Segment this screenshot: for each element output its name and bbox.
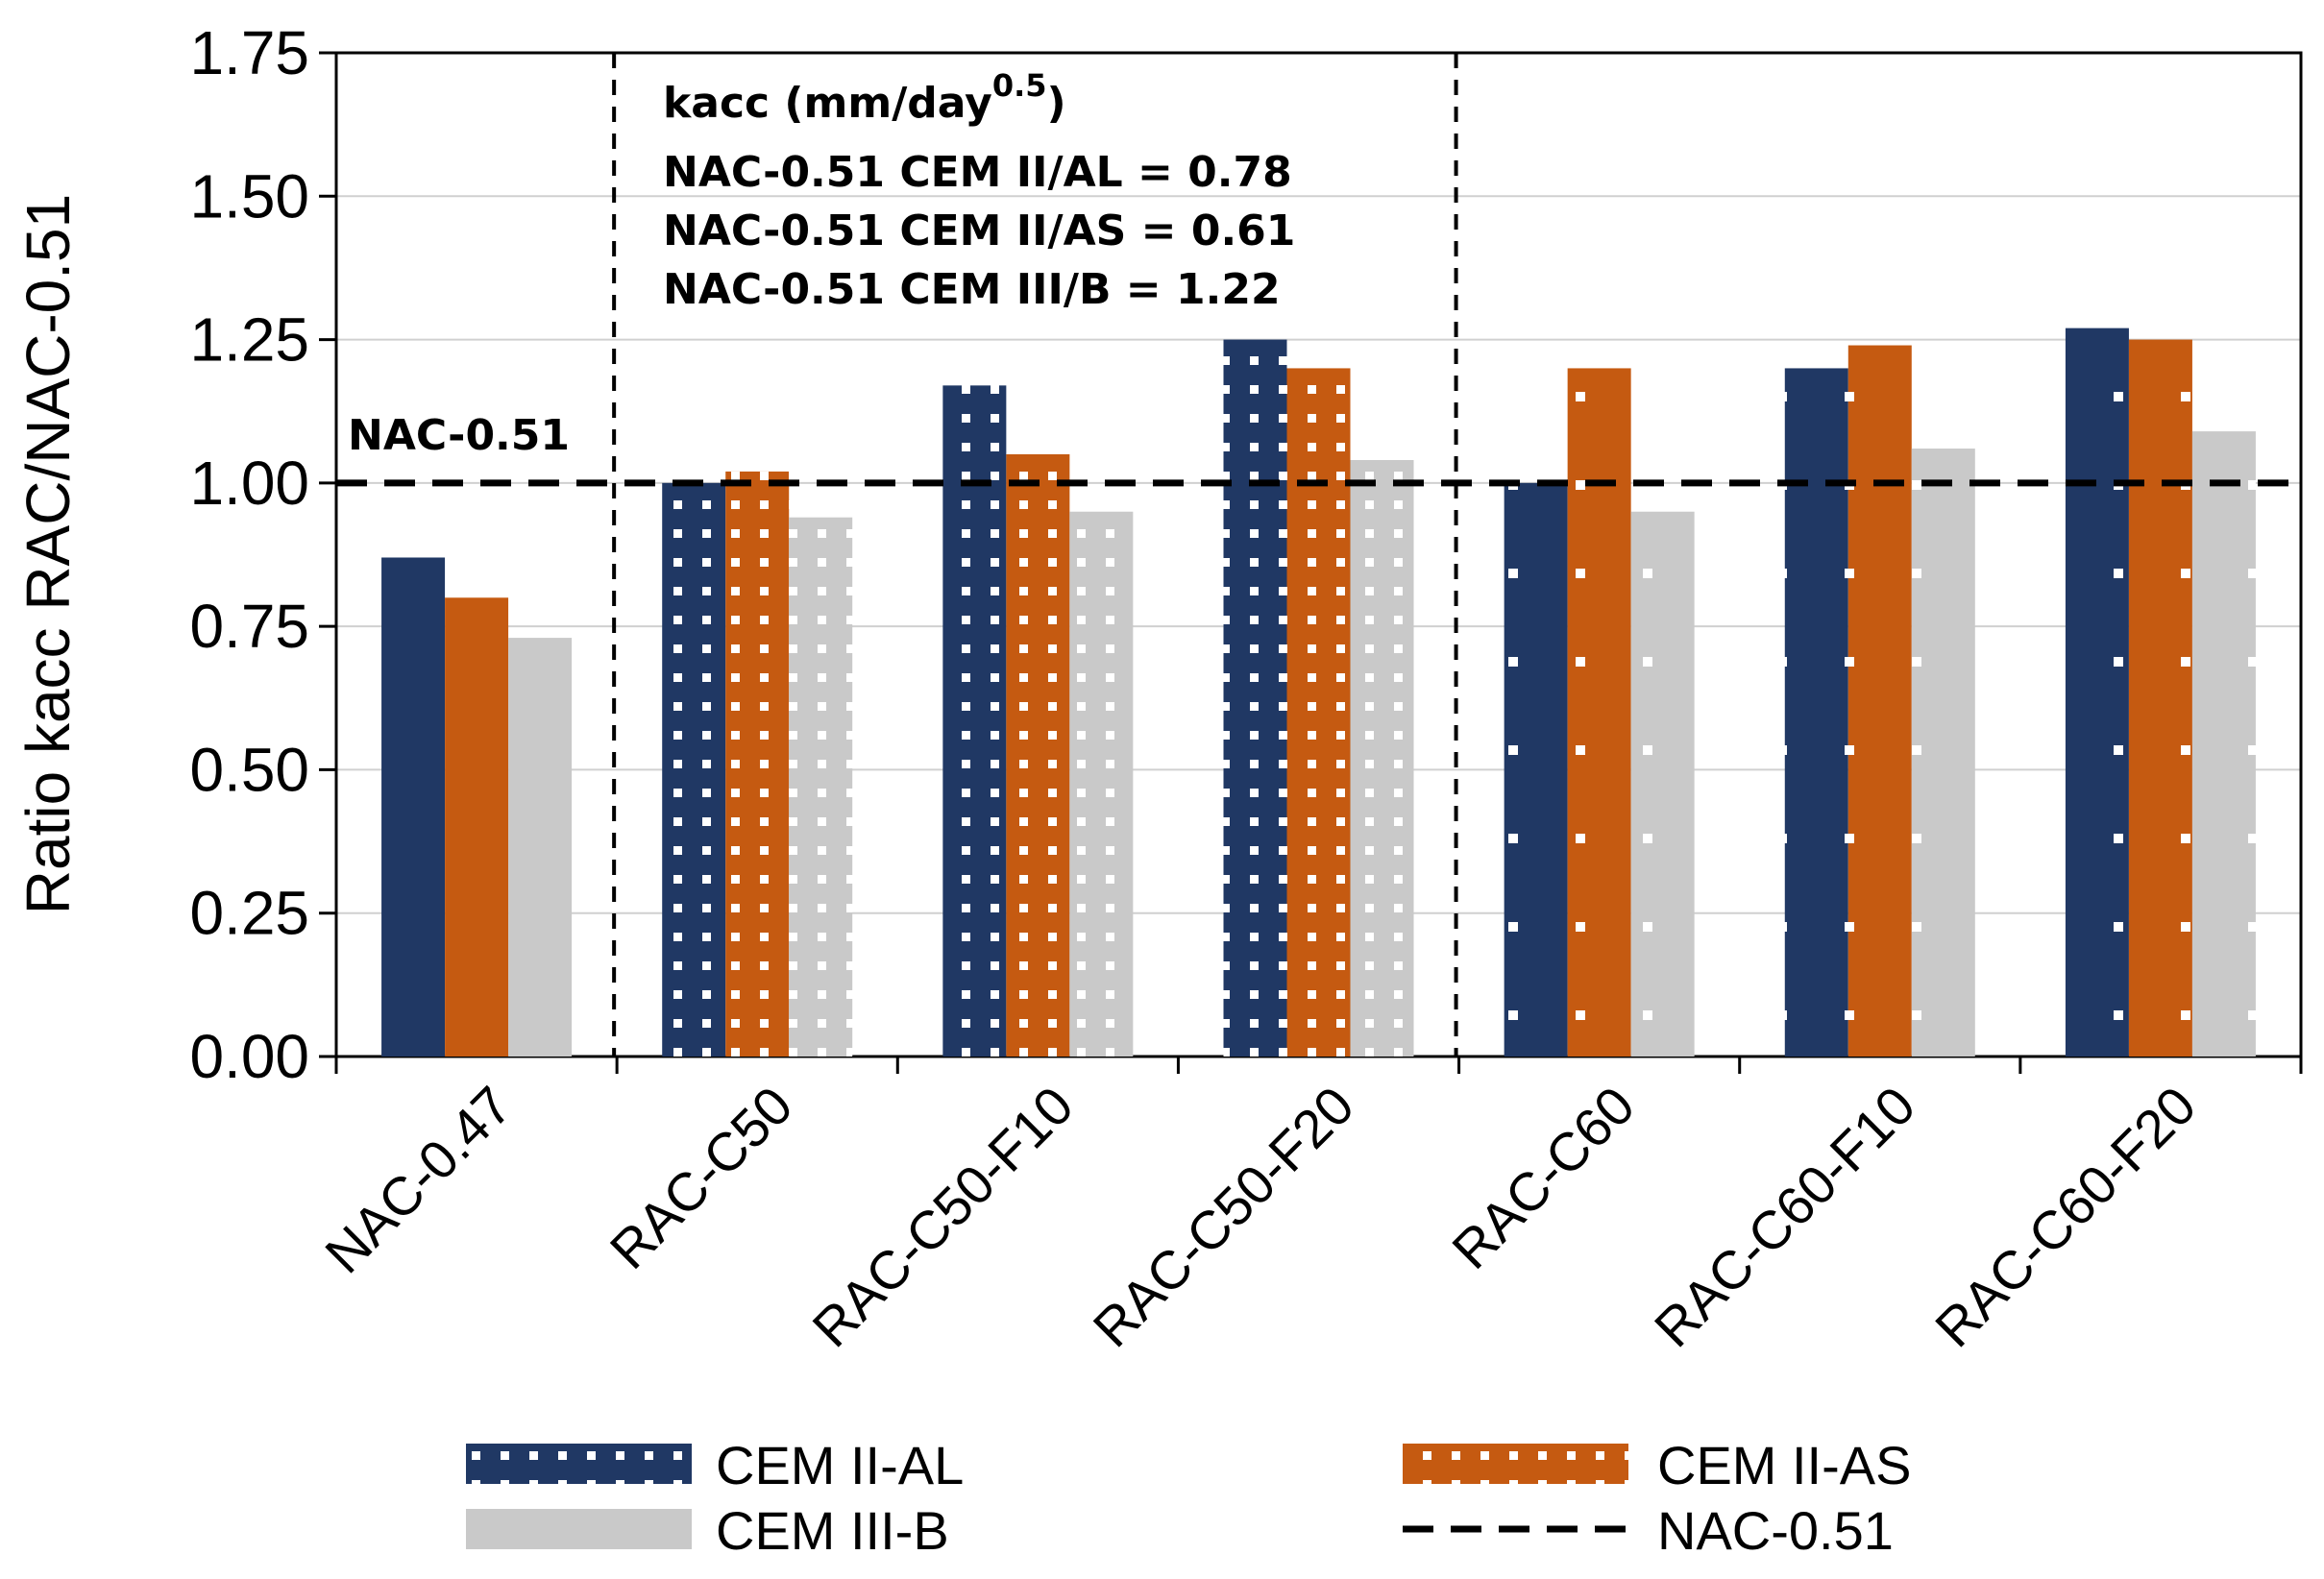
bar-rac-c50-cem-iii-b (789, 517, 853, 1057)
bar-rac-c50-f20-cem-iii-b (1350, 459, 1414, 1057)
bar-rac-c60-f20-cem-ii-as (2128, 339, 2192, 1057)
legend-swatch-cem-iii-b (466, 1509, 692, 1549)
bar-rac-c50-cem-ii-as (725, 471, 790, 1057)
annotation-line-3: NAC-0.51 CEM III/B = 1.22 (663, 265, 1281, 314)
legend-swatch-cem-ii-as (1403, 1444, 1628, 1484)
x-tick-label: RAC-C50-F20 (1082, 1075, 1365, 1358)
y-tick-label: 1.75 (189, 18, 309, 87)
y-tick-label: 1.25 (189, 305, 309, 375)
y-tick-label: 1.00 (189, 449, 309, 518)
x-tick-label: RAC-C50 (599, 1075, 804, 1280)
annotation-line-2: NAC-0.51 CEM II/AS = 0.61 (663, 206, 1295, 255)
x-tick-label: NAC-0.47 (313, 1075, 523, 1284)
bar-nac-0-47-cem-ii-as (445, 597, 509, 1057)
bar-rac-c60-cem-ii-al (1504, 482, 1568, 1057)
x-tick-label: RAC-C60 (1440, 1075, 1646, 1280)
bar-rac-c50-f20-cem-ii-as (1286, 368, 1351, 1057)
y-tick-label: 1.50 (189, 161, 309, 231)
legend-label-nac-051: NAC-0.51 (1657, 1500, 1894, 1561)
legend-swatch-cem-ii-al (466, 1444, 692, 1484)
bar-rac-c60-f10-cem-ii-as (1847, 345, 1912, 1057)
bar-rac-c50-f10-cem-ii-as (1006, 454, 1070, 1057)
bar-rac-c60-f20-cem-ii-al (2065, 328, 2129, 1057)
bar-rac-c60-cem-iii-b (1630, 511, 1695, 1057)
legend-label-cem-ii-al: CEM II-AL (716, 1435, 964, 1495)
bar-rac-c50-cem-ii-al (662, 482, 726, 1057)
bar-nac-0-47-cem-iii-b (508, 638, 573, 1057)
y-axis: 0.00 0.25 0.50 0.75 1.00 1.25 1.50 1.75 (189, 18, 336, 1091)
x-tick-label: RAC-C50-F10 (800, 1075, 1084, 1358)
bar-rac-c50-f10-cem-ii-al (942, 385, 1007, 1057)
bar-rac-c60-f20-cem-iii-b (2191, 431, 2256, 1057)
y-tick-label: 0.75 (189, 592, 309, 661)
legend-label-cem-iii-b: CEM III-B (716, 1500, 949, 1561)
annotation-line-1: NAC-0.51 CEM II/AL = 0.78 (663, 148, 1292, 197)
bars (381, 328, 2256, 1057)
y-tick-label: 0.50 (189, 735, 309, 804)
y-tick-label: 0.25 (189, 879, 309, 948)
y-tick-label: 0.00 (189, 1022, 309, 1091)
bar-rac-c60-f10-cem-iii-b (1911, 449, 1975, 1057)
y-axis-title: Ratio kacc RAC/NAC-0.51 (13, 194, 83, 914)
bar-rac-c60-f10-cem-ii-al (1784, 368, 1848, 1057)
legend-label-cem-ii-as: CEM II-AS (1657, 1435, 1911, 1495)
bar-rac-c50-f20-cem-ii-al (1223, 339, 1287, 1057)
bar-nac-0-47-cem-ii-al (381, 557, 446, 1057)
annotation-box: kacc (mm/day0.5) NAC-0.51 CEM II/AL = 0.… (663, 67, 1295, 314)
annotation-title: kacc (mm/day0.5) (663, 67, 1066, 128)
group-dividers (612, 53, 1458, 1057)
bar-rac-c50-f10-cem-iii-b (1069, 511, 1134, 1057)
reference-line-label: NAC-0.51 (348, 411, 570, 460)
x-tick-label: RAC-C60-F20 (1923, 1075, 2207, 1358)
bar-rac-c60-cem-ii-as (1567, 368, 1631, 1057)
x-tick-label: RAC-C60-F10 (1643, 1075, 1926, 1358)
legend: CEM II-AL CEM II-AS CEM III-B NAC-0.51 (466, 1435, 1911, 1561)
